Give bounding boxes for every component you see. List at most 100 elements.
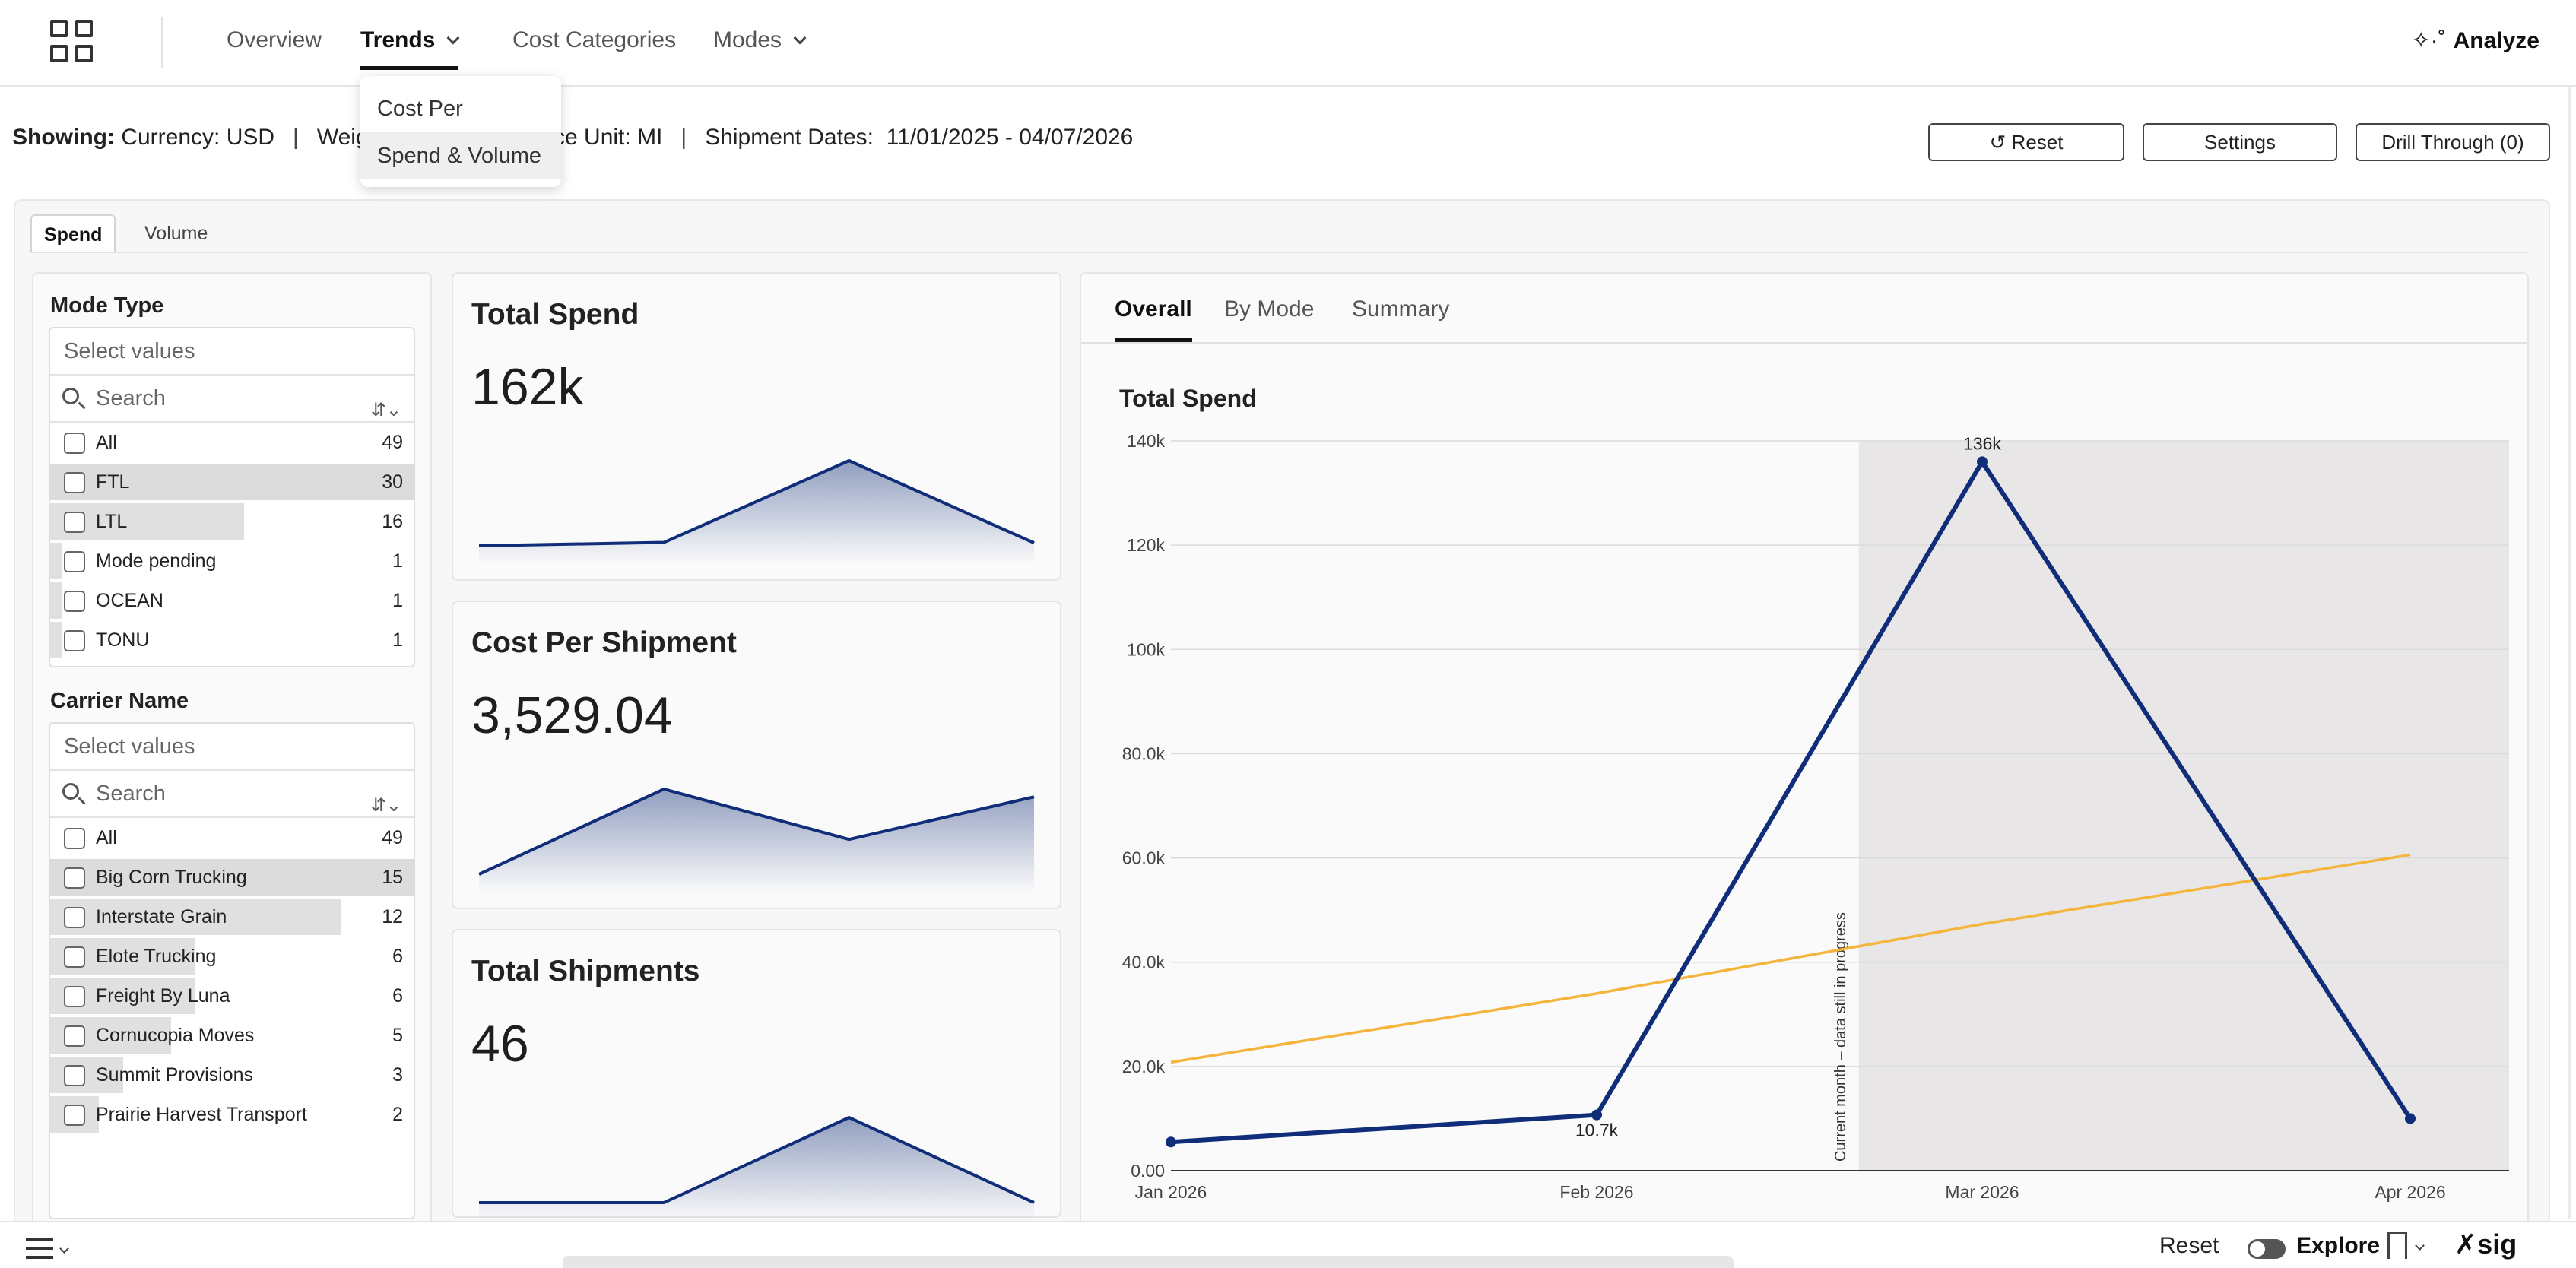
filter-row[interactable]: TONU 1 — [50, 620, 414, 660]
checkbox[interactable] — [64, 472, 85, 493]
settings-button[interactable]: Settings — [2143, 123, 2337, 161]
x-tick-label: Feb 2026 — [1559, 1182, 1633, 1202]
row-share-bar — [50, 859, 414, 896]
checkbox[interactable] — [64, 1025, 85, 1047]
checkbox[interactable] — [64, 591, 85, 612]
y-tick-label: 20.0k — [1122, 1057, 1166, 1076]
checkbox[interactable] — [64, 828, 85, 849]
filter-summary: Showing: Currency: USD | Weig ance Unit: MI… — [12, 125, 1134, 150]
checkbox[interactable] — [64, 512, 85, 533]
filter-row-label: FTL — [96, 471, 130, 493]
nav-modes[interactable]: Modes — [713, 27, 807, 70]
y-tick-label: 140k — [1127, 431, 1165, 451]
nav-overview[interactable]: Overview — [227, 27, 322, 70]
row-share-bar — [50, 622, 62, 658]
filter-row[interactable]: LTL 16 — [50, 502, 414, 541]
mode-type-select[interactable]: Select values — [50, 328, 414, 376]
chevron-down-icon — [446, 31, 460, 45]
analyze-button[interactable]: ✧·˚ Analyze — [2411, 27, 2540, 54]
data-point[interactable] — [1591, 1109, 1602, 1121]
page-scrollbar[interactable] — [2568, 87, 2571, 1219]
tab-volume[interactable]: Volume — [144, 223, 208, 244]
y-tick-label: 80.0k — [1122, 743, 1166, 763]
filter-row-count: 3 — [392, 1064, 403, 1086]
filter-row-label: Mode pending — [96, 550, 217, 572]
checkbox[interactable] — [64, 1105, 85, 1126]
showing-weight: Weig — [316, 125, 369, 150]
filter-row-label: Freight By Luna — [96, 985, 230, 1006]
kpi-card-total-spend[interactable]: Total Spend 162k — [452, 272, 1061, 581]
filter-row[interactable]: All 49 — [50, 423, 414, 462]
filter-row-count: 1 — [392, 629, 403, 651]
checkbox[interactable] — [64, 1065, 85, 1086]
showing-dates-value: 11/01/2025 - 04/07/2026 — [886, 125, 1134, 150]
showing-dates-label: Shipment Dates: — [705, 125, 874, 150]
tab-by-mode[interactable]: By Mode — [1224, 296, 1315, 322]
nav-trends[interactable]: Trends — [360, 27, 460, 70]
checkbox[interactable] — [64, 630, 85, 651]
filter-row[interactable]: Cornucopia Moves 5 — [50, 1016, 414, 1055]
tab-overall[interactable]: Overall — [1115, 296, 1192, 342]
data-point[interactable] — [2405, 1113, 2416, 1124]
search-icon — [62, 783, 79, 800]
reset-button[interactable]: ↺ Reset — [1928, 123, 2124, 161]
kpi-value: 3,529.04 — [471, 686, 673, 744]
mode-type-list: All 49 FTL 30 LTL 16 Mode pending 1 OCEAN 1 TONU 1 — [50, 423, 414, 660]
sort-icon[interactable]: ⇵⌄ — [370, 400, 401, 420]
sort-icon[interactable]: ⇵⌄ — [370, 795, 401, 816]
x-tick-label: Apr 2026 — [2375, 1182, 2445, 1202]
kpi-title: Cost Per Shipment — [471, 626, 737, 659]
menu-icon[interactable] — [26, 1238, 53, 1265]
kpi-card-cost-per-shipment[interactable]: Cost Per Shipment 3,529.04 — [452, 601, 1061, 909]
checkbox[interactable] — [64, 867, 85, 889]
filter-row-count: 1 — [392, 550, 403, 572]
checkbox[interactable] — [64, 907, 85, 928]
carrier-name-search[interactable]: Search ⇵⌄ — [50, 771, 414, 818]
filter-row[interactable]: Elote Trucking 6 — [50, 937, 414, 976]
brand-logo: ✗sig — [2454, 1228, 2517, 1260]
trends-dropdown-menu: Cost Per Spend & Volume — [360, 76, 561, 187]
checkbox[interactable] — [64, 986, 85, 1007]
filter-row[interactable]: Big Corn Trucking 15 — [50, 857, 414, 897]
row-share-bar — [50, 582, 62, 619]
kpi-card-total-shipments[interactable]: Total Shipments 46 — [452, 929, 1061, 1221]
filter-row-label: Big Corn Trucking — [96, 867, 247, 888]
bottom-reset-button[interactable]: Reset — [2159, 1233, 2219, 1258]
filter-row-label: Interstate Grain — [96, 906, 227, 927]
analyze-label: Analyze — [2453, 28, 2540, 53]
checkbox[interactable] — [64, 551, 85, 572]
showing-prefix: Showing: — [12, 125, 115, 150]
filter-row[interactable]: Summit Provisions 3 — [50, 1055, 414, 1095]
filter-row[interactable]: OCEAN 1 — [50, 581, 414, 620]
filter-row[interactable]: FTL 30 — [50, 462, 414, 502]
data-point[interactable] — [1166, 1136, 1176, 1148]
nav-cost-categories[interactable]: Cost Categories — [512, 27, 676, 70]
mode-type-search[interactable]: Search ⇵⌄ — [50, 376, 414, 423]
tab-summary[interactable]: Summary — [1352, 296, 1450, 322]
kpi-value: 46 — [471, 1015, 529, 1073]
explore-toggle[interactable] — [2248, 1239, 2286, 1259]
filter-row-count: 15 — [382, 867, 403, 888]
data-point[interactable] — [1977, 456, 1988, 468]
carrier-name-select[interactable]: Select values — [50, 724, 414, 771]
tab-spend[interactable]: Spend — [30, 214, 116, 252]
filter-row[interactable]: Freight By Luna 6 — [50, 976, 414, 1016]
menu-item-cost-per[interactable]: Cost Per — [377, 97, 463, 121]
app-grid-icon[interactable] — [50, 20, 96, 65]
filter-row[interactable]: Prairie Harvest Transport 2 — [50, 1095, 414, 1134]
checkbox[interactable] — [64, 946, 85, 968]
filter-row[interactable]: Interstate Grain 12 — [50, 897, 414, 937]
checkbox[interactable] — [64, 433, 85, 454]
kpi-title: Total Shipments — [471, 955, 700, 987]
bookmark-icon[interactable] — [2387, 1232, 2407, 1259]
y-tick-label: 100k — [1127, 639, 1165, 659]
drill-through-button[interactable]: Drill Through (0) — [2356, 123, 2550, 161]
filter-row-label: Elote Trucking — [96, 946, 217, 967]
data-label: 10.7k — [1575, 1121, 1619, 1140]
sparkle-icon: ✧·˚ — [2411, 28, 2446, 53]
filter-row[interactable]: Mode pending 1 — [50, 541, 414, 581]
filter-row[interactable]: All 49 — [50, 818, 414, 857]
filter-row-label: All — [96, 432, 117, 453]
total-spend-chart[interactable]: 0.00 20.0k 40.0k 60.0k 80.0k 100k 120k 140k Jan … — [1080, 411, 2524, 1221]
menu-item-spend-volume[interactable]: Spend & Volume — [360, 132, 561, 179]
